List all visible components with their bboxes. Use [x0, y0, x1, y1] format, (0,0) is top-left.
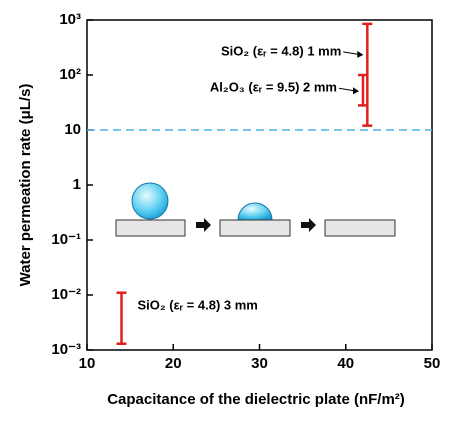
range-bar: [358, 73, 368, 107]
droplet: [131, 182, 169, 220]
plate: [324, 219, 396, 237]
range-bar: [116, 291, 127, 345]
arrow: [196, 218, 211, 232]
plate: [219, 219, 291, 237]
x-tick-label: 50: [424, 355, 441, 372]
process-diagram: [115, 182, 396, 237]
annotation-arrowhead: [353, 87, 359, 95]
annotation: Al₂O₃ (εᵣ = 9.5) 2 mm: [210, 80, 337, 95]
y-tick-label: 10⁻³: [51, 341, 81, 358]
y-tick-label: 10: [64, 121, 81, 138]
y-axis-title: Water permeation rate (μL/s): [17, 84, 34, 287]
y-tick-label: 10²: [59, 66, 81, 83]
x-tick-label: 40: [337, 355, 354, 372]
annotation: SiO₂ (εᵣ = 4.8) 1 mm: [221, 43, 341, 58]
droplet: [237, 202, 273, 221]
plate: [115, 219, 186, 237]
y-tick-label: 10⁻¹: [51, 231, 81, 248]
annotation-arrowhead: [357, 50, 364, 58]
x-tick-label: 20: [165, 355, 182, 372]
annotation: SiO₂ (εᵣ = 4.8) 3 mm: [138, 298, 258, 313]
x-axis-title: Capacitance of the dielectric plate (nF/…: [107, 391, 405, 408]
x-tick-label: 10: [79, 355, 96, 372]
y-tick-label: 1: [73, 176, 81, 193]
y-tick-label: 10⁻²: [51, 286, 81, 303]
x-tick-label: 30: [251, 355, 268, 372]
arrow: [301, 218, 316, 232]
y-tick-label: 10³: [59, 11, 81, 28]
